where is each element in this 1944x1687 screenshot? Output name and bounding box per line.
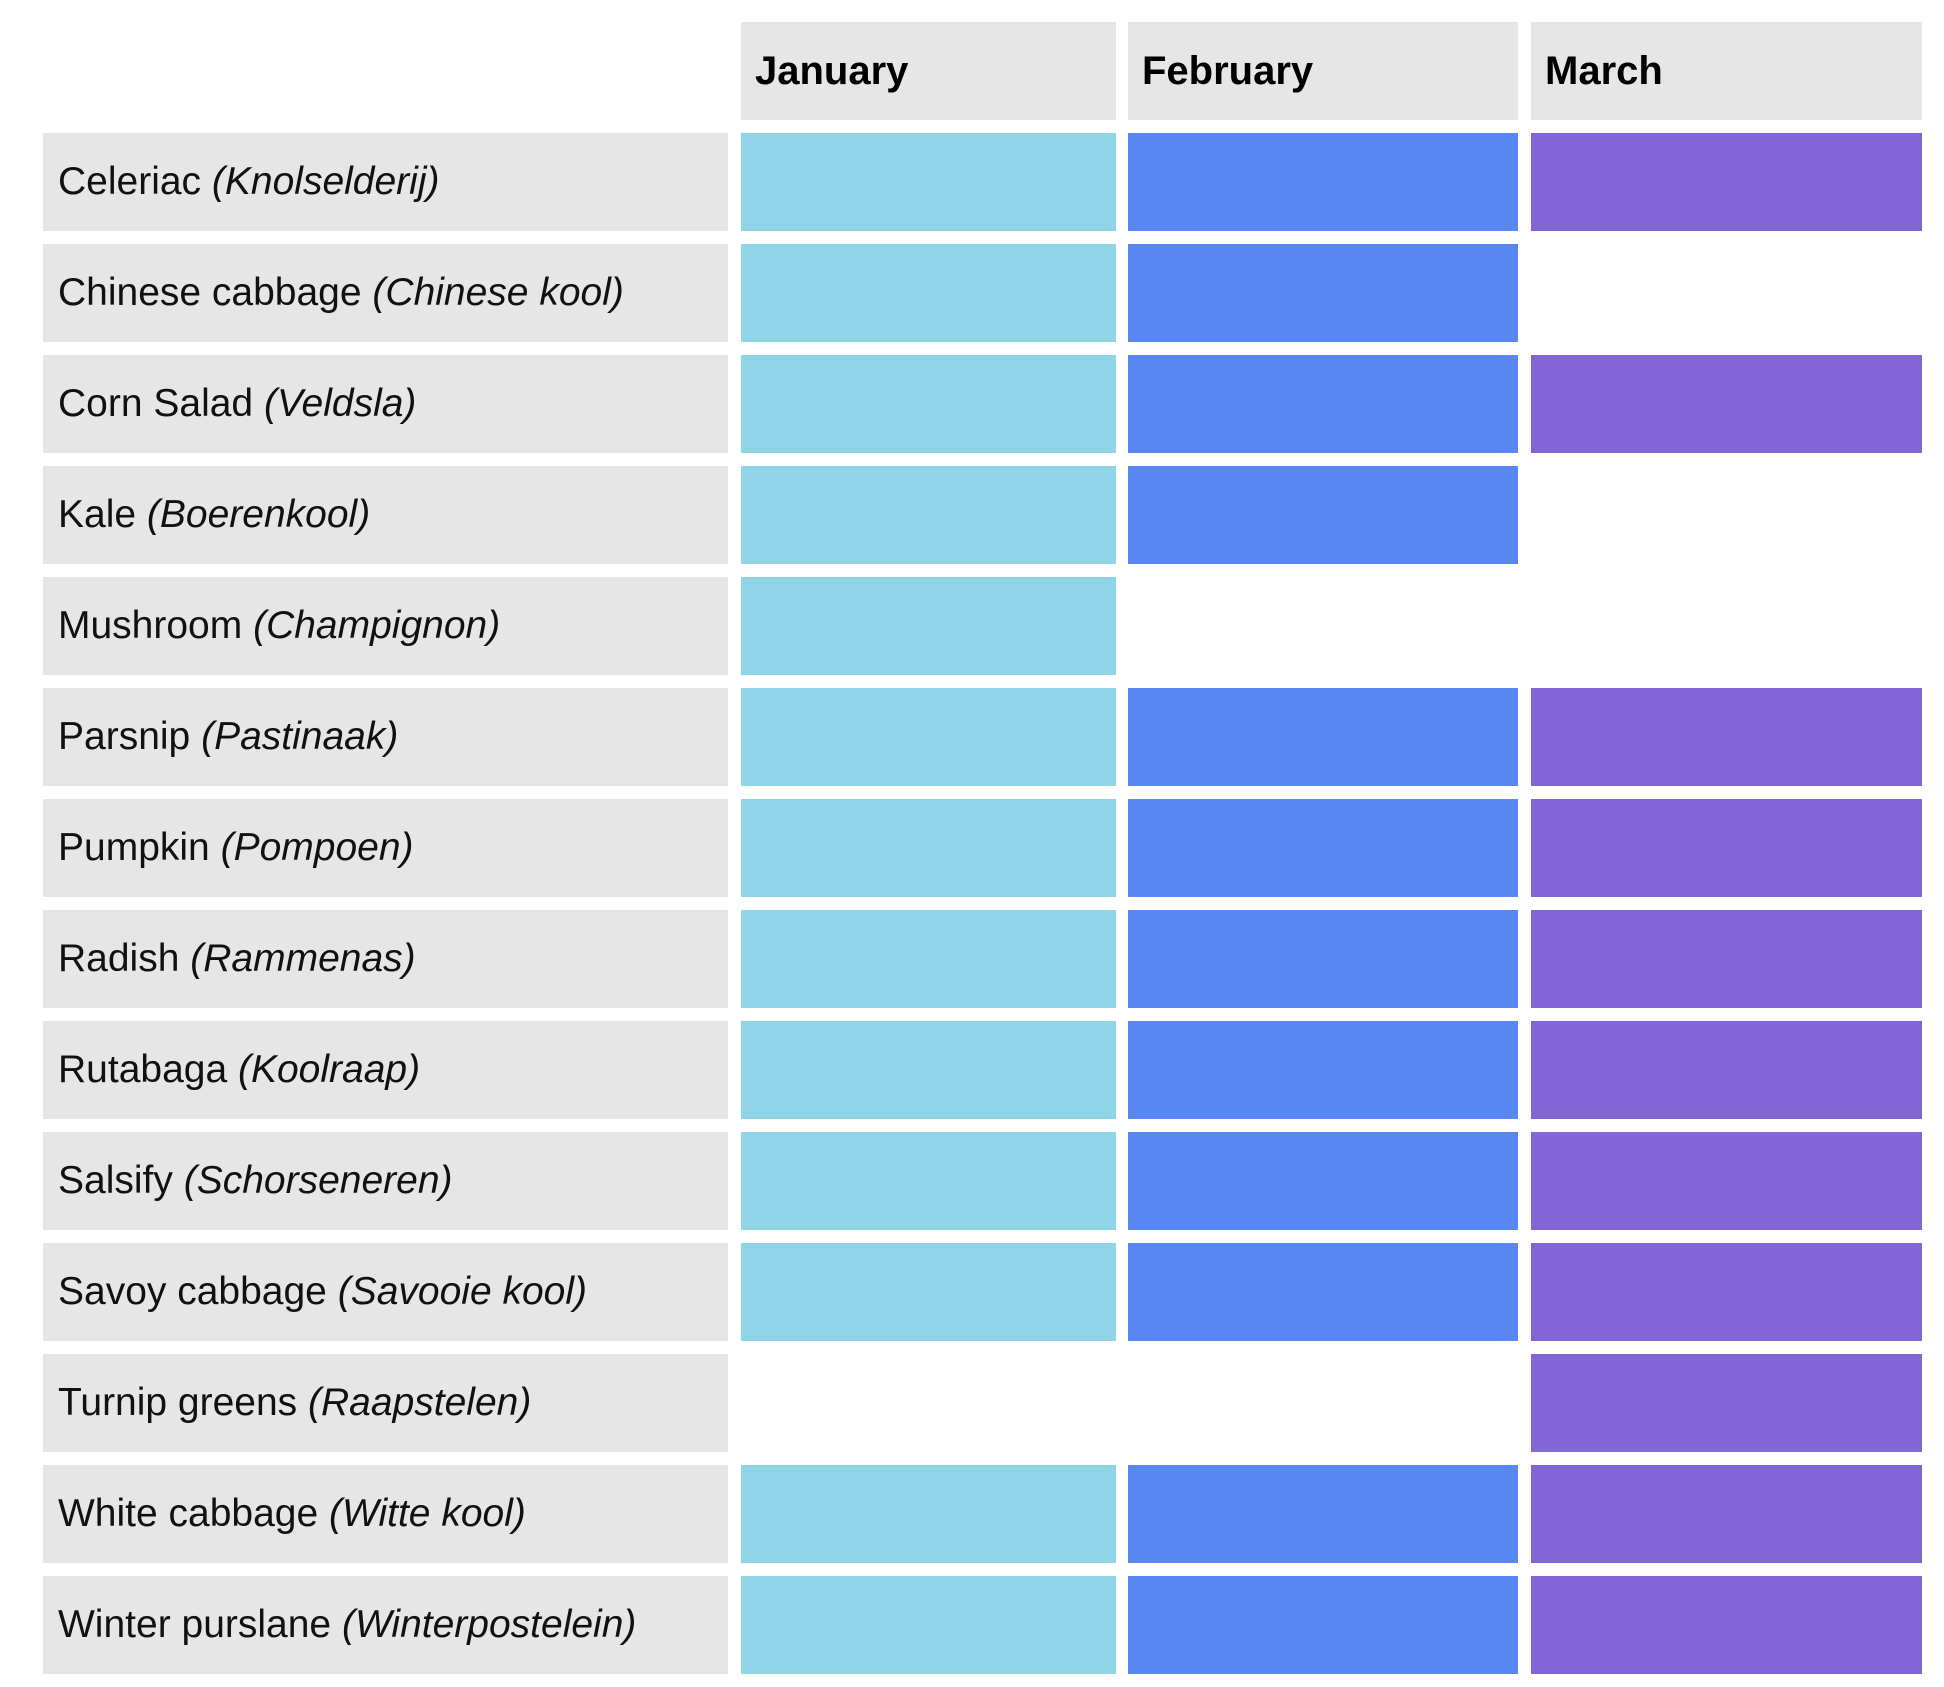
row-label: Corn Salad (Veldsla) [43,355,728,453]
column-header-march: March [1531,22,1922,120]
vegetable-name: Chinese cabbage [58,271,362,314]
season-bar-january [741,577,1116,675]
vegetable-name: Parsnip [58,715,191,758]
vegetable-name: White cabbage [58,1492,319,1535]
vegetable-dutch-name: (Veldsla) [263,382,417,425]
season-bar-february [1128,1132,1518,1230]
season-bar-march [1531,910,1922,1008]
row-label: Salsify (Schorseneren) [43,1132,728,1230]
row-label: Rutabaga (Koolraap) [43,1021,728,1119]
season-bar-february [1128,688,1518,786]
season-bar-march [1531,1354,1922,1452]
vegetable-name: Corn Salad [58,382,254,425]
vegetable-dutch-name: (Winterpostelein) [341,1603,637,1646]
row-label: White cabbage (Witte kool) [43,1465,728,1563]
vegetable-dutch-name: (Raapstelen) [308,1381,532,1424]
column-header-label: January [755,48,909,93]
season-bar-january [741,466,1116,564]
season-bar-january [741,355,1116,453]
vegetable-name: Radish [58,937,180,980]
season-bar-january [741,244,1116,342]
row-label: Winter purslane (Winterpostelein) [43,1576,728,1674]
row-label: Chinese cabbage (Chinese kool) [43,244,728,342]
row-label: Pumpkin (Pompoen) [43,799,728,897]
season-bar-january [741,688,1116,786]
season-bar-march [1531,688,1922,786]
vegetable-dutch-name: (Savooie kool) [337,1270,588,1313]
row-label: Savoy cabbage (Savooie kool) [43,1243,728,1341]
season-bar-march [1531,1465,1922,1563]
row-label: Parsnip (Pastinaak) [43,688,728,786]
season-bar-january [741,799,1116,897]
row-label: Kale (Boerenkool) [43,466,728,564]
column-header-label: March [1545,48,1663,93]
season-bar-january [741,1132,1116,1230]
vegetable-dutch-name: (Champignon) [253,604,501,647]
season-bar-february [1128,1576,1518,1674]
season-bar-january [741,1576,1116,1674]
season-bar-february [1128,1243,1518,1341]
vegetable-name: Savoy cabbage [58,1270,327,1313]
column-header-february: February [1128,22,1518,120]
season-bar-january [741,133,1116,231]
season-bar-march [1531,1021,1922,1119]
season-bar-january [741,1465,1116,1563]
season-bar-march [1531,1576,1922,1674]
vegetable-name: Celeriac [58,160,202,203]
vegetable-dutch-name: (Koolraap) [237,1048,421,1091]
vegetable-dutch-name: (Pastinaak) [201,715,399,758]
season-bar-february [1128,1465,1518,1563]
column-header-january: January [741,22,1116,120]
season-bar-february [1128,799,1518,897]
season-bar-january [741,910,1116,1008]
vegetable-dutch-name: (Boerenkool) [146,493,371,536]
vegetable-name: Kale [58,493,137,536]
row-label: Celeriac (Knolselderij) [43,133,728,231]
season-bar-march [1531,133,1922,231]
season-bar-january [741,1243,1116,1341]
row-label: Radish (Rammenas) [43,910,728,1008]
vegetable-name: Salsify [58,1159,173,1202]
vegetable-name: Mushroom [58,604,243,647]
vegetable-name: Pumpkin [58,826,210,869]
season-bar-february [1128,1021,1518,1119]
column-header-label: February [1142,48,1314,93]
season-bar-march [1531,799,1922,897]
season-bar-february [1128,910,1518,1008]
season-bar-march [1531,1132,1922,1230]
season-bar-march [1531,355,1922,453]
vegetable-dutch-name: (Knolselderij) [211,160,440,203]
row-label: Turnip greens (Raapstelen) [43,1354,728,1452]
season-bar-february [1128,355,1518,453]
vegetable-dutch-name: (Chinese kool) [372,271,624,314]
season-bar-february [1128,466,1518,564]
vegetable-dutch-name: (Witte kool) [329,1492,526,1535]
vegetable-dutch-name: (Pompoen) [220,826,414,869]
row-label: Mushroom (Champignon) [43,577,728,675]
vegetable-dutch-name: (Rammenas) [190,937,416,980]
vegetable-name: Rutabaga [58,1048,228,1091]
vegetable-name: Winter purslane [58,1603,332,1646]
vegetable-dutch-name: (Schorseneren) [183,1159,453,1202]
season-bar-march [1531,1243,1922,1341]
season-bar-january [741,1021,1116,1119]
season-bar-february [1128,244,1518,342]
vegetable-name: Turnip greens [58,1381,298,1424]
season-bar-february [1128,133,1518,231]
